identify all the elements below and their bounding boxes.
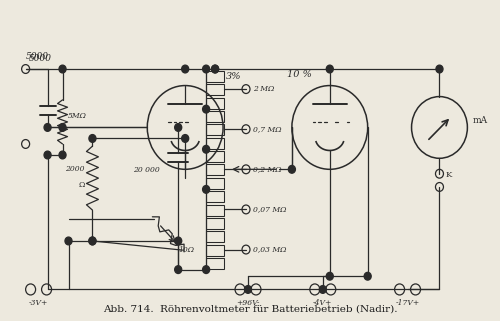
Text: -3V+: -3V+ (29, 299, 48, 307)
Bar (206, 71, 224, 82)
Bar (206, 258, 224, 269)
Bar (206, 245, 224, 256)
Circle shape (288, 165, 296, 173)
Text: 5000: 5000 (26, 52, 48, 61)
Bar (206, 231, 224, 242)
Bar (206, 124, 224, 135)
Circle shape (182, 134, 188, 142)
Text: 0,2 MΩ: 0,2 MΩ (253, 165, 282, 173)
Circle shape (44, 151, 51, 159)
Circle shape (59, 151, 66, 159)
Circle shape (89, 237, 96, 245)
Circle shape (320, 286, 326, 293)
Circle shape (202, 145, 209, 153)
Bar (206, 98, 224, 108)
Bar (206, 84, 224, 95)
Text: K: K (446, 171, 452, 179)
Text: 20 000: 20 000 (134, 166, 160, 174)
Circle shape (212, 65, 218, 73)
Text: -17V+: -17V+ (396, 299, 419, 307)
Circle shape (202, 105, 209, 113)
Circle shape (59, 124, 66, 131)
Circle shape (182, 65, 188, 73)
Circle shape (202, 266, 209, 273)
Circle shape (212, 65, 218, 73)
Circle shape (244, 286, 252, 293)
Text: -4V+: -4V+ (313, 299, 332, 307)
Text: 3%: 3% (226, 72, 242, 81)
Bar (206, 218, 224, 229)
Circle shape (326, 65, 334, 73)
Circle shape (65, 237, 72, 245)
Text: 10 %: 10 % (287, 70, 312, 79)
Circle shape (436, 65, 443, 73)
Text: +96V-: +96V- (236, 299, 260, 307)
Bar (206, 164, 224, 176)
Text: mA: mA (472, 116, 488, 125)
Text: 0,7 MΩ: 0,7 MΩ (253, 125, 282, 133)
Circle shape (44, 124, 51, 131)
Text: Abb. 714.  Röhrenvoltmeter für Batteriebetrieb (Nadir).: Abb. 714. Röhrenvoltmeter für Batteriebe… (103, 305, 397, 314)
Circle shape (326, 272, 334, 280)
Circle shape (59, 65, 66, 73)
Bar (206, 138, 224, 149)
Text: 2000: 2000 (65, 165, 84, 173)
Bar (206, 204, 224, 216)
Circle shape (174, 266, 182, 273)
Text: 0,03 MΩ: 0,03 MΩ (253, 246, 286, 254)
Circle shape (202, 65, 209, 73)
Bar (206, 191, 224, 202)
Bar (206, 111, 224, 122)
Text: Ω: Ω (78, 181, 84, 189)
Circle shape (202, 186, 209, 193)
Circle shape (364, 272, 371, 280)
Circle shape (174, 124, 182, 131)
Circle shape (89, 134, 96, 142)
Text: 5MΩ: 5MΩ (68, 112, 86, 120)
Text: 10Ω: 10Ω (178, 246, 194, 254)
Circle shape (89, 237, 96, 245)
Circle shape (174, 237, 182, 245)
Text: 0,07 MΩ: 0,07 MΩ (253, 205, 286, 213)
Text: 5000: 5000 (28, 54, 52, 63)
Bar (206, 151, 224, 162)
Text: 2 MΩ: 2 MΩ (253, 85, 274, 93)
Bar (206, 178, 224, 189)
